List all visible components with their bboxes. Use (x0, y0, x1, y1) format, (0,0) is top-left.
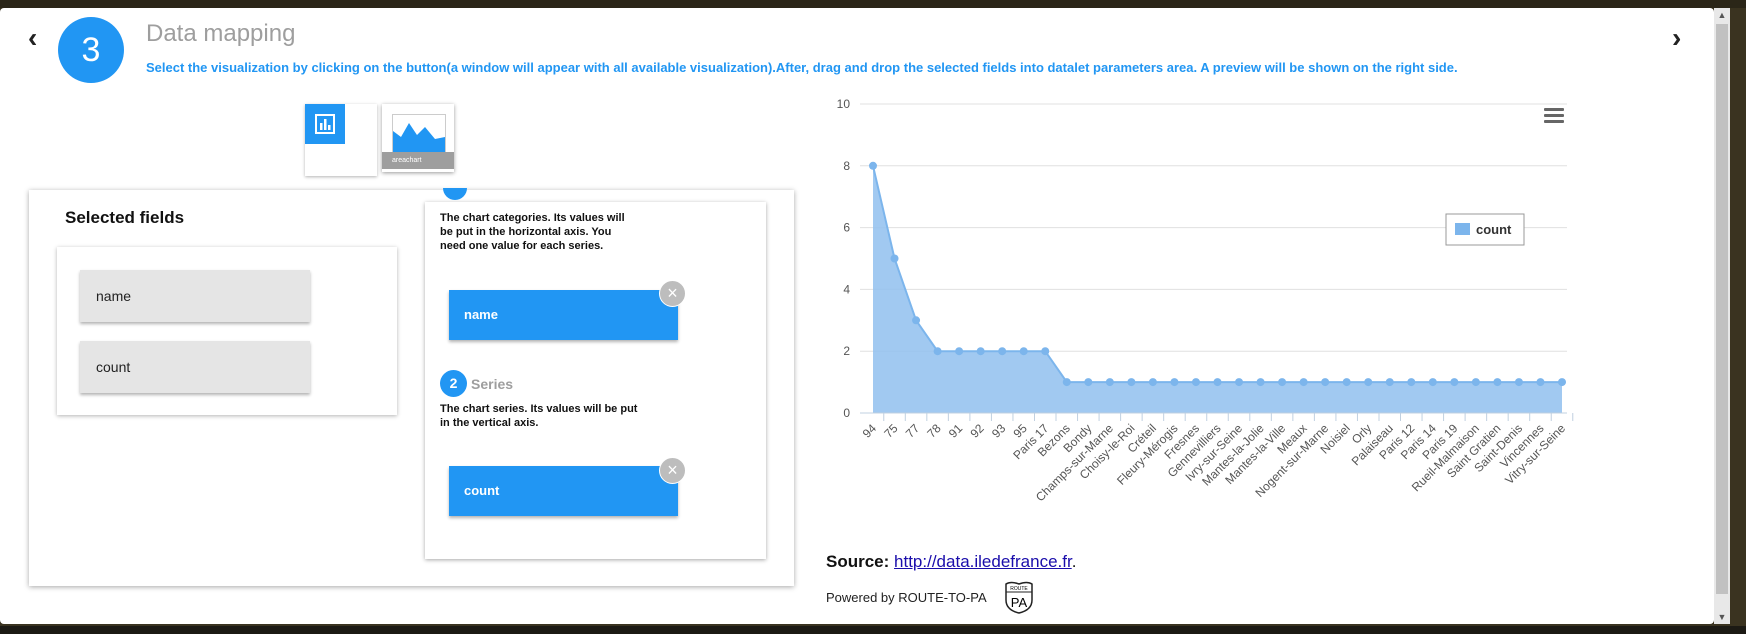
areachart-caption: areachart (382, 152, 454, 169)
powered-by-text: Powered by ROUTE-TO-PA (826, 590, 987, 605)
scroll-up-icon[interactable]: ▲ (1717, 10, 1727, 20)
data-point (890, 254, 899, 263)
data-point (1191, 378, 1200, 387)
field-chip-name[interactable]: name (80, 270, 310, 322)
data-point (933, 347, 942, 356)
y-tick-label: 6 (843, 221, 850, 235)
scroll-down-icon[interactable]: ▼ (1717, 612, 1727, 622)
source-link[interactable]: http://data.iledefrance.fr (894, 552, 1072, 571)
categories-description: The chart categories. Its values will be… (440, 212, 625, 252)
route-to-pa-logo: ROUTE PA (1005, 581, 1033, 614)
data-point (1148, 378, 1157, 387)
x-tick-label: 77 (903, 421, 923, 441)
close-icon[interactable]: × (659, 457, 686, 484)
x-tick-label: 91 (946, 421, 966, 441)
data-point (1084, 378, 1093, 387)
areachart-preview-icon (392, 114, 446, 156)
data-point (1514, 378, 1523, 387)
x-tick-label: 94 (860, 421, 880, 441)
series-drop-zone[interactable]: count (449, 466, 678, 516)
series-label: Series (471, 376, 514, 392)
field-chip-count[interactable]: count (80, 341, 310, 393)
areachart-thumbnail[interactable]: areachart (382, 104, 454, 172)
data-point (869, 161, 877, 170)
svg-text:PA: PA (1011, 595, 1028, 610)
step-number: 3 (58, 17, 124, 83)
data-point (1385, 378, 1394, 387)
hamburger-menu-icon[interactable] (1544, 108, 1564, 126)
data-point (1256, 378, 1265, 387)
source-label: Source: (826, 552, 890, 571)
categories-drop-zone[interactable]: name (449, 290, 678, 340)
data-point (1041, 347, 1050, 356)
y-tick-label: 10 (837, 97, 851, 111)
step-description: Select the visualization by clicking on … (146, 60, 1458, 75)
x-tick-label: 93 (989, 421, 1009, 441)
y-tick-label: 4 (843, 282, 850, 296)
data-point (912, 316, 921, 325)
data-point (1213, 378, 1222, 387)
background-top (0, 0, 1746, 8)
data-point (1235, 378, 1244, 387)
x-tick-label: 78 (924, 421, 944, 441)
y-tick-label: 2 (843, 344, 850, 358)
data-point (1471, 378, 1480, 387)
data-point (1450, 378, 1459, 387)
data-point (1364, 378, 1373, 387)
series-description: The chart series. Its values will be put… (440, 403, 638, 429)
close-icon[interactable]: × (659, 280, 686, 307)
data-point (1536, 378, 1545, 387)
data-point (998, 347, 1007, 356)
source-line: Source: http://data.iledefrance.fr. (826, 552, 1076, 572)
y-tick-label: 8 (843, 159, 850, 173)
svg-text:ROUTE: ROUTE (1010, 586, 1028, 592)
data-point (1170, 378, 1179, 387)
series-step-badge: 2 (440, 370, 467, 397)
data-point (1127, 378, 1136, 387)
data-point (1493, 378, 1502, 387)
selected-fields-title: Selected fields (65, 208, 185, 227)
data-point (1558, 378, 1566, 387)
series-line (872, 165, 1562, 384)
legend-swatch (1455, 223, 1470, 235)
data-point (955, 347, 964, 356)
y-tick-label: 0 (843, 406, 850, 420)
x-tick-label: 75 (881, 421, 901, 441)
data-point (1407, 378, 1416, 387)
data-point (1299, 378, 1308, 387)
chevron-right-icon[interactable]: › (1672, 22, 1682, 53)
data-point (976, 347, 985, 356)
x-tick-label: 92 (967, 421, 987, 441)
page-title: Data mapping (146, 20, 296, 47)
data-point (1428, 378, 1437, 387)
categories-step-badge (443, 188, 467, 200)
data-point (1105, 378, 1114, 387)
background-bottom (0, 626, 1746, 634)
chevron-left-icon[interactable]: ‹ (28, 22, 38, 53)
data-point (1342, 378, 1351, 387)
select-visualization-button[interactable] (305, 104, 377, 176)
data-point (1062, 378, 1071, 387)
bar-chart-icon (305, 104, 345, 144)
data-point (1321, 378, 1330, 387)
data-point (1019, 347, 1028, 356)
source-suffix: . (1071, 552, 1077, 571)
scroll-thumb[interactable] (1716, 24, 1728, 594)
data-point (1278, 378, 1287, 387)
scrollbar[interactable]: ▲ ▼ (1714, 8, 1730, 624)
legend-label: count (1476, 222, 1512, 237)
